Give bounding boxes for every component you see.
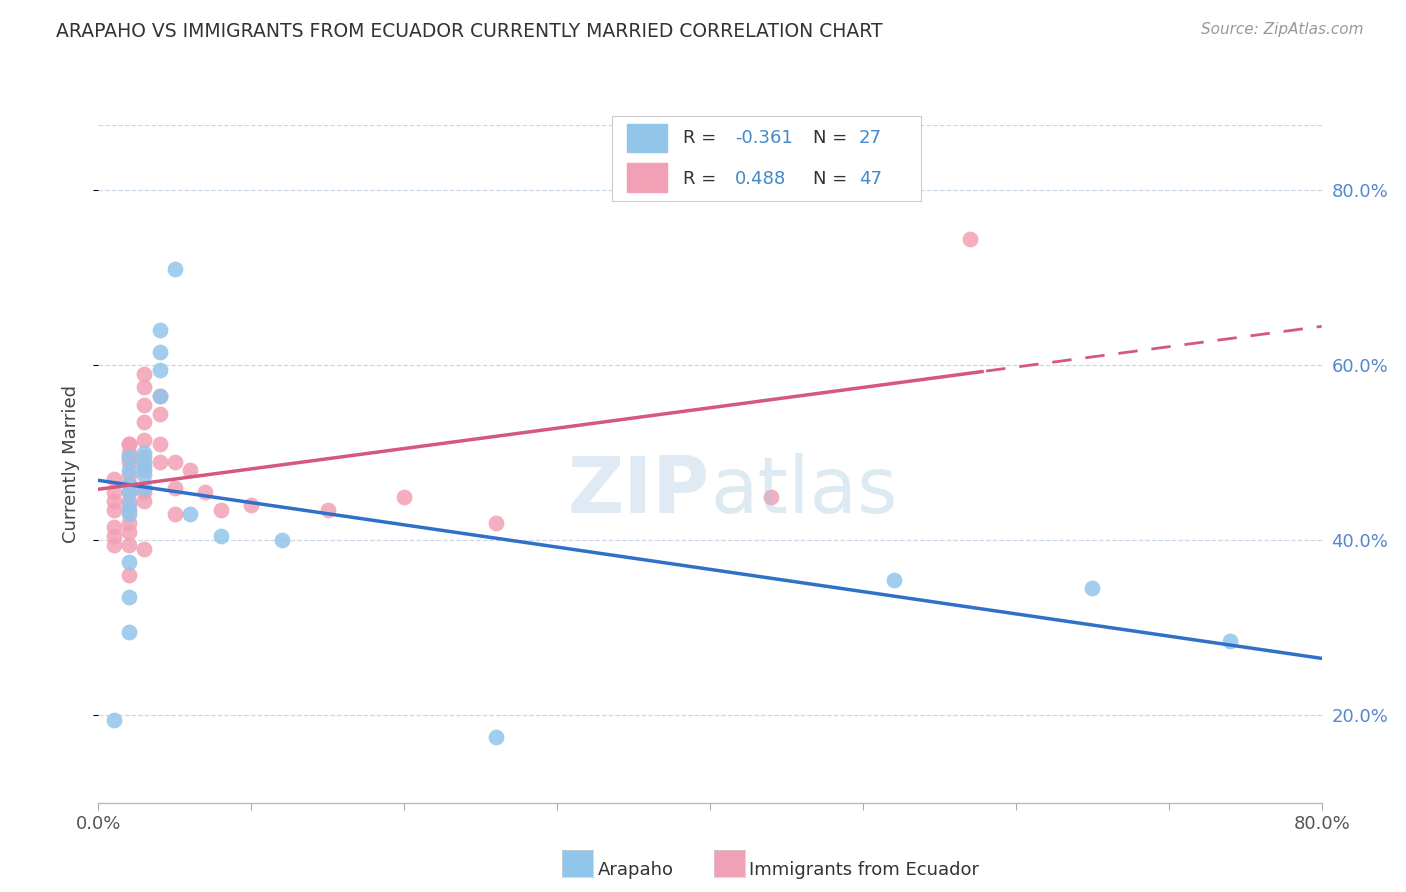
Point	[118, 555, 141, 569]
Point	[240, 499, 263, 513]
Point	[134, 458, 156, 473]
Point	[194, 485, 217, 500]
Point	[134, 463, 156, 477]
Text: ARAPAHO VS IMMIGRANTS FROM ECUADOR CURRENTLY MARRIED CORRELATION CHART: ARAPAHO VS IMMIGRANTS FROM ECUADOR CURRE…	[56, 22, 883, 41]
Text: 47: 47	[859, 169, 882, 187]
Point	[1219, 634, 1241, 648]
Point	[149, 407, 172, 421]
Text: R =: R =	[683, 169, 721, 187]
Point	[392, 490, 416, 504]
Point	[134, 467, 156, 482]
Y-axis label: Currently Married: Currently Married	[62, 384, 80, 543]
Text: N =: N =	[813, 169, 852, 187]
Point	[118, 446, 141, 460]
Point	[485, 730, 508, 744]
Point	[149, 455, 172, 469]
Point	[134, 380, 156, 394]
Point	[1081, 582, 1104, 596]
Point	[134, 415, 156, 429]
Point	[759, 490, 782, 504]
Point	[118, 516, 141, 530]
Point	[209, 529, 232, 543]
Point	[103, 472, 125, 486]
Point	[103, 502, 125, 516]
Point	[118, 507, 141, 521]
Text: R =: R =	[683, 129, 721, 147]
Text: -0.361: -0.361	[735, 129, 793, 147]
Point	[118, 524, 141, 539]
Point	[149, 389, 172, 403]
Point	[118, 499, 141, 513]
Point	[179, 507, 201, 521]
Point	[118, 485, 141, 500]
Point	[118, 502, 141, 516]
Point	[103, 538, 125, 552]
Point	[485, 516, 508, 530]
Point	[118, 494, 141, 508]
Point	[149, 437, 172, 451]
Point	[163, 481, 186, 495]
Point	[134, 485, 156, 500]
Point	[118, 437, 141, 451]
Point	[118, 450, 141, 465]
Point	[103, 529, 125, 543]
Point	[118, 467, 141, 482]
Point	[103, 485, 125, 500]
Text: atlas: atlas	[710, 453, 897, 529]
Text: 27: 27	[859, 129, 882, 147]
Point	[103, 713, 125, 727]
Point	[103, 520, 125, 534]
Point	[118, 476, 141, 491]
Text: Arapaho: Arapaho	[598, 861, 673, 879]
Point	[134, 450, 156, 465]
Point	[134, 481, 156, 495]
Point	[316, 502, 339, 516]
Text: 0.488: 0.488	[735, 169, 786, 187]
Point	[118, 476, 141, 491]
Point	[134, 398, 156, 412]
Point	[149, 323, 172, 337]
Point	[959, 231, 981, 245]
Point	[149, 363, 172, 377]
Bar	[627, 163, 668, 192]
Bar	[627, 124, 668, 153]
Point	[270, 533, 292, 548]
Point	[134, 542, 156, 557]
Point	[163, 507, 186, 521]
Point	[118, 463, 141, 477]
Point	[134, 446, 156, 460]
Text: N =: N =	[813, 129, 852, 147]
Point	[149, 389, 172, 403]
Point	[118, 455, 141, 469]
Point	[179, 463, 201, 477]
Point	[118, 625, 141, 640]
Point	[134, 494, 156, 508]
Point	[883, 573, 905, 587]
Point	[118, 568, 141, 582]
Point	[118, 485, 141, 500]
Point	[134, 433, 156, 447]
Point	[118, 437, 141, 451]
Point	[163, 262, 186, 277]
Point	[118, 538, 141, 552]
Point	[103, 494, 125, 508]
Text: ZIP: ZIP	[568, 453, 710, 529]
Text: Source: ZipAtlas.com: Source: ZipAtlas.com	[1201, 22, 1364, 37]
Point	[149, 345, 172, 359]
Point	[134, 367, 156, 381]
Text: Immigrants from Ecuador: Immigrants from Ecuador	[749, 861, 980, 879]
Point	[134, 455, 156, 469]
Point	[209, 502, 232, 516]
Point	[118, 591, 141, 605]
Point	[118, 450, 141, 465]
Point	[163, 455, 186, 469]
